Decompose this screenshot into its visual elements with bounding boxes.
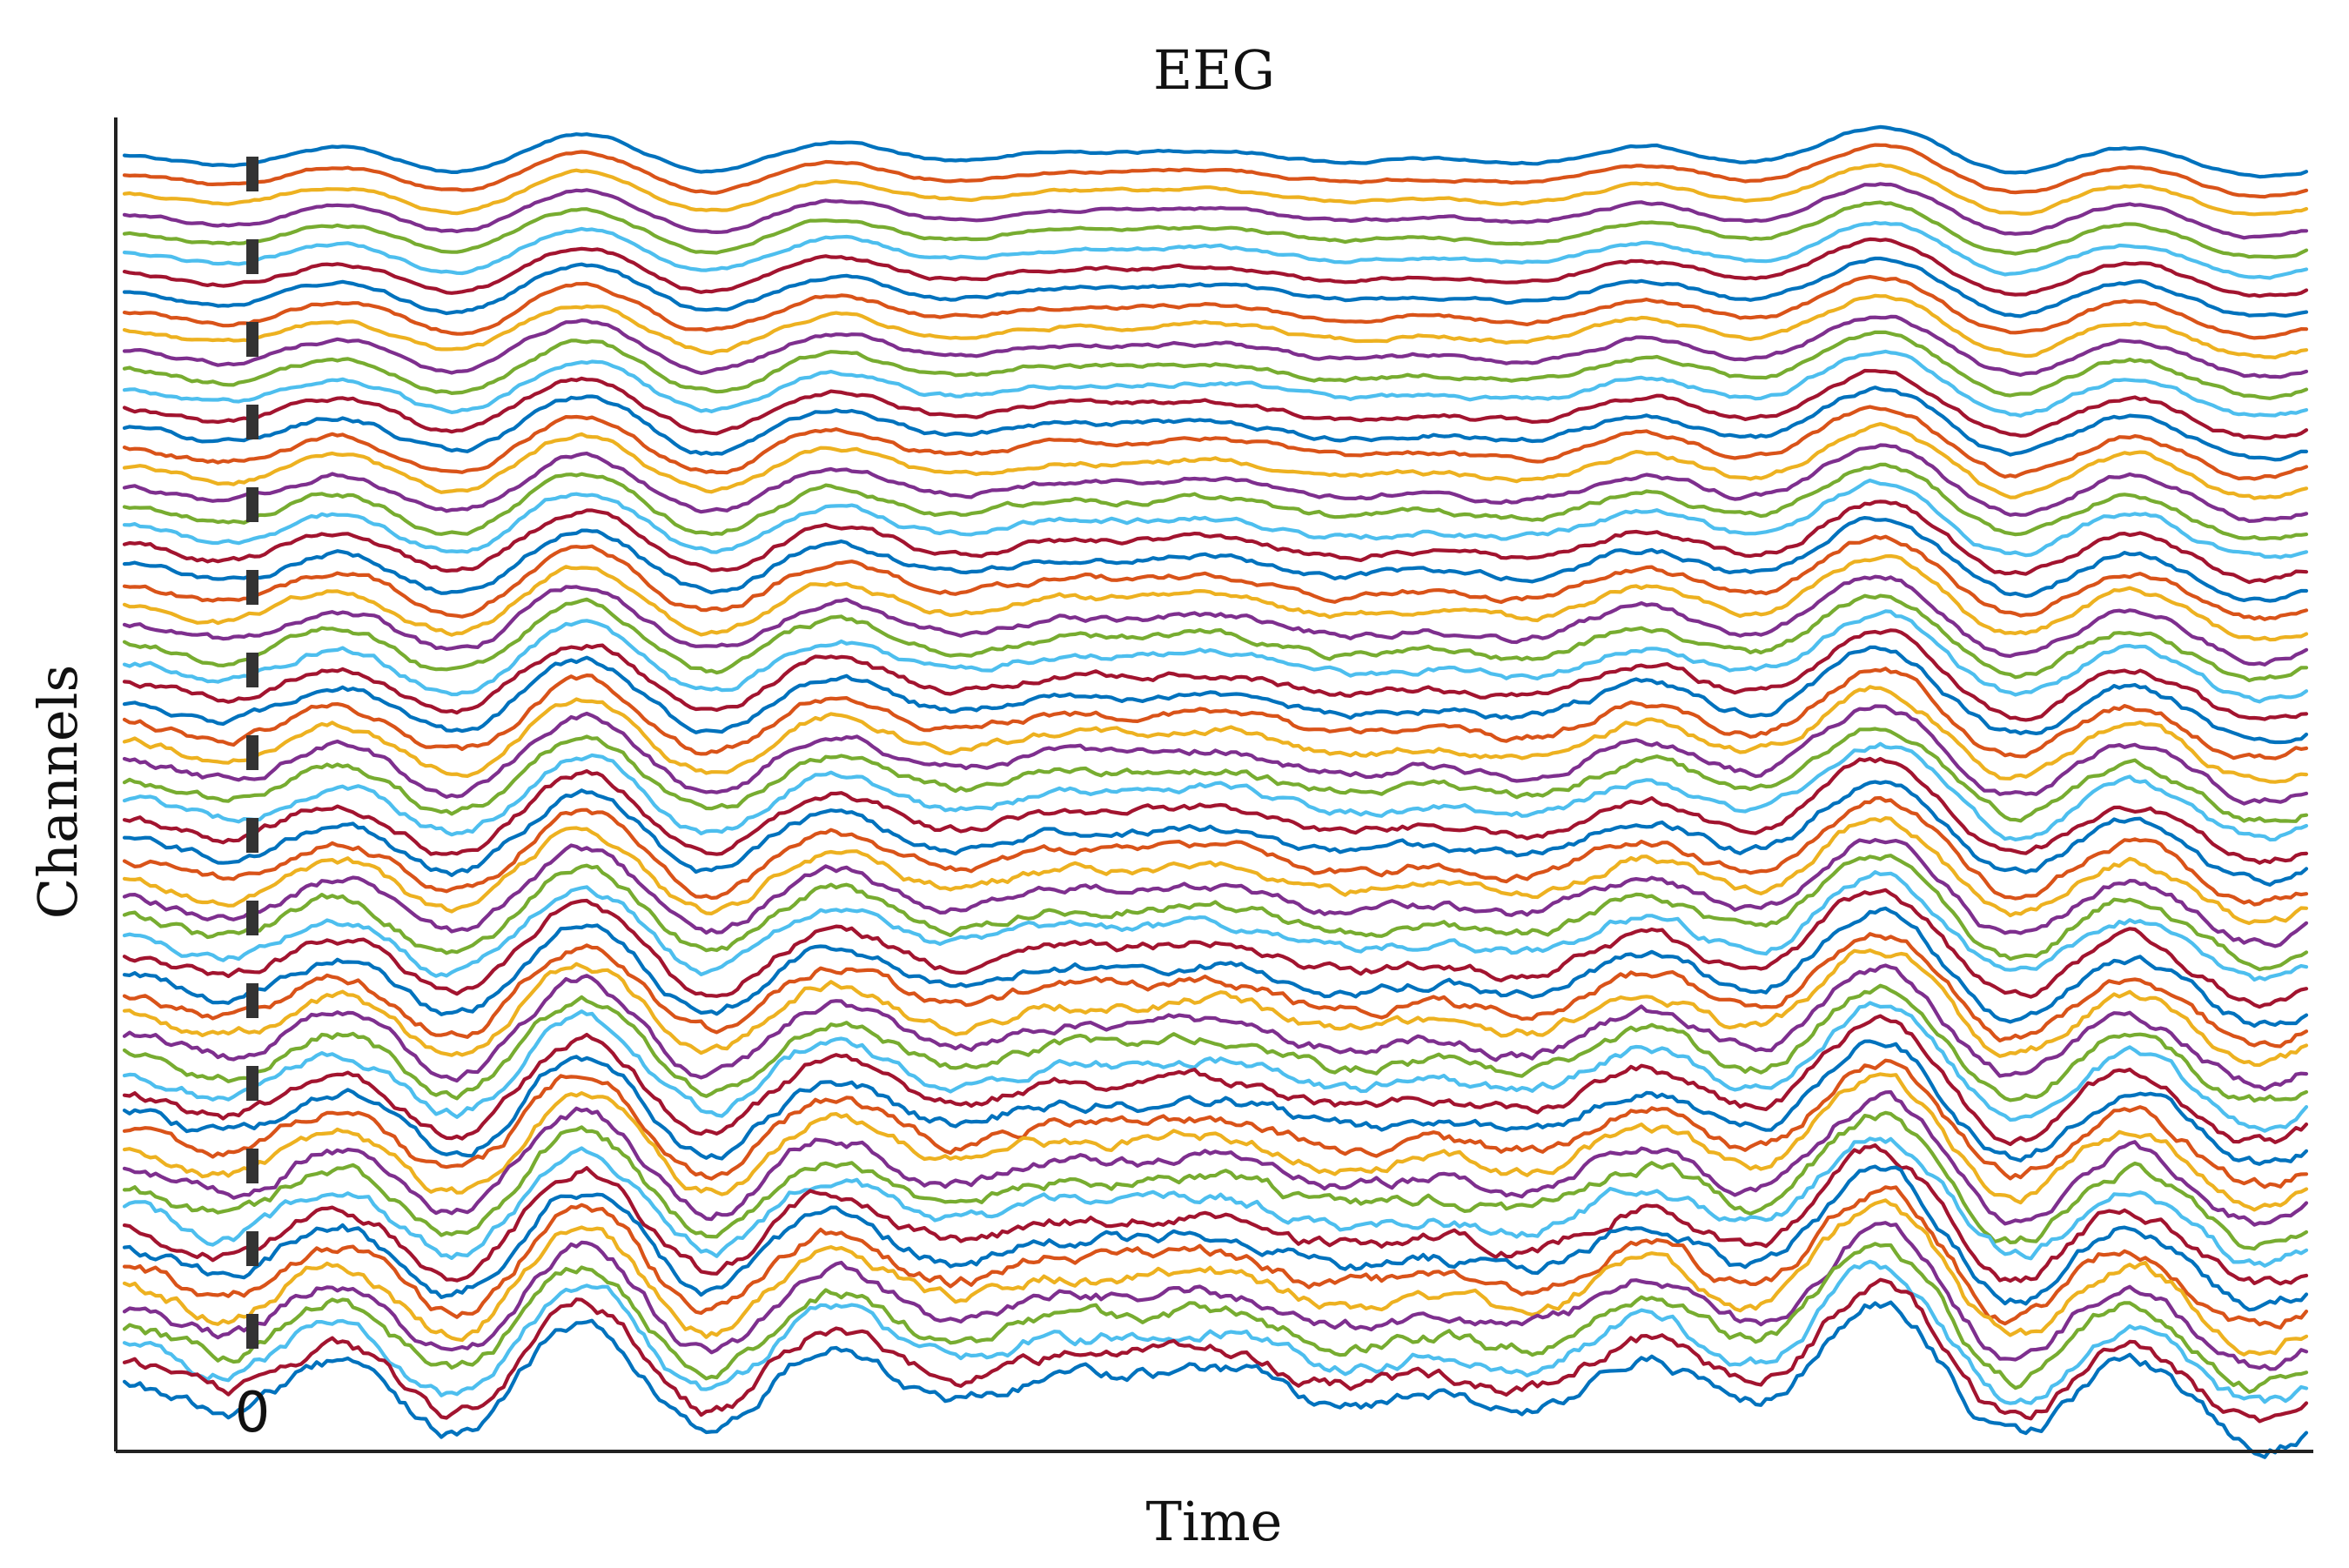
channel-trace-12 [122, 330, 2309, 400]
channel-trace-61 [122, 1242, 2309, 1394]
channel-trace-55 [122, 1136, 2309, 1268]
channel-trace-52 [122, 1072, 2309, 1212]
channel-trace-10 [122, 293, 2309, 359]
channel-trace-24 [122, 553, 2309, 642]
channel-trace-23 [122, 534, 2309, 621]
channel-trace-21 [122, 499, 2309, 585]
channel-trace-37 [122, 795, 2309, 907]
channel-trace-5 [122, 200, 2309, 259]
channel-trace-38 [122, 815, 2309, 926]
channel-trace-44 [122, 932, 2309, 1049]
channel-trace-13 [122, 349, 2309, 418]
channel-trace-53 [122, 1089, 2309, 1227]
channel-trace-2 [122, 143, 2309, 199]
channel-trace-20 [122, 478, 2309, 560]
channel-trace-62 [122, 1259, 2309, 1405]
channel-trace-30 [122, 667, 2309, 761]
y-axis-label: Channels [26, 665, 90, 920]
channel-trace-58 [122, 1185, 2309, 1330]
channel-trace-4 [122, 182, 2309, 240]
channel-trace-25 [122, 574, 2309, 667]
channel-trace-1 [122, 124, 2309, 179]
channel-trace-32 [122, 704, 2309, 806]
channel-trace-3 [122, 163, 2309, 217]
channel-trace-33 [122, 727, 2309, 823]
channel-trace-40 [122, 854, 2309, 972]
channel-trace-18 [122, 443, 2309, 524]
channel-trace-19 [122, 462, 2309, 541]
channel-trace-9 [122, 275, 2309, 340]
channel-trace-36 [122, 780, 2309, 888]
channel-trace-8 [122, 256, 2309, 318]
channel-trace-51 [122, 1058, 2309, 1189]
channel-trace-54 [122, 1110, 2309, 1251]
channel-trace-41 [122, 869, 2309, 982]
channel-trace-39 [122, 837, 2309, 948]
channel-trace-31 [122, 685, 2309, 784]
channel-trace-43 [122, 906, 2309, 1029]
channel-trace-56 [122, 1142, 2309, 1286]
channel-trace-45 [122, 948, 2309, 1068]
onset-marker-label: 0 [235, 1381, 271, 1445]
channel-trace-26 [122, 593, 2309, 683]
channel-trace-34 [122, 741, 2309, 842]
channel-trace-17 [122, 422, 2309, 500]
channel-trace-6 [122, 220, 2309, 280]
channel-trace-57 [122, 1164, 2309, 1312]
chart-title: EEG [1153, 38, 1275, 102]
channel-trace-46 [122, 963, 2309, 1092]
channel-trace-35 [122, 756, 2309, 865]
channel-trace-63 [122, 1277, 2309, 1424]
channel-trace-7 [122, 237, 2309, 298]
channel-trace-16 [122, 405, 2309, 481]
channel-trace-50 [122, 1039, 2309, 1166]
channel-trace-15 [122, 385, 2309, 462]
channel-trace-42 [122, 888, 2309, 1009]
channel-trace-47 [122, 983, 2309, 1103]
channel-trace-29 [122, 645, 2309, 745]
channel-trace-48 [122, 1001, 2309, 1133]
channel-trace-22 [122, 515, 2309, 603]
channel-traces [122, 124, 2309, 1459]
x-axis-label: Time [1146, 1490, 1283, 1553]
channel-trace-11 [122, 314, 2309, 379]
channel-trace-64 [122, 1300, 2309, 1459]
channel-trace-28 [122, 628, 2309, 722]
channel-trace-59 [122, 1198, 2309, 1357]
channel-trace-60 [122, 1221, 2309, 1371]
channel-trace-27 [122, 609, 2309, 704]
channel-trace-49 [122, 1014, 2309, 1147]
channel-trace-14 [122, 368, 2309, 440]
